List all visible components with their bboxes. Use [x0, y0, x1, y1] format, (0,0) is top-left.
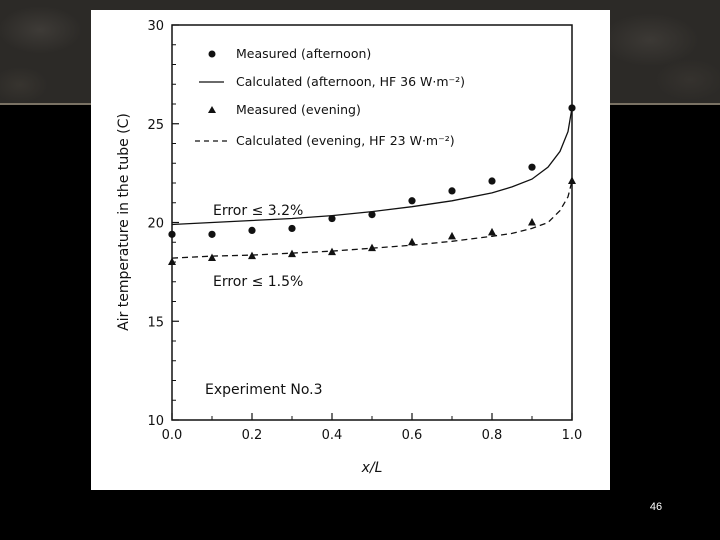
x-tick-label: 0.4: [322, 428, 343, 443]
data-point-evening: [448, 231, 456, 240]
annotation-experiment: Experiment No.3: [205, 382, 323, 398]
data-point-afternoon: [408, 197, 416, 205]
x-tick-label: 0.2: [242, 428, 263, 443]
data-point-afternoon: [328, 214, 336, 223]
data-point-afternoon: [248, 226, 256, 234]
data-point-evening: [568, 176, 576, 185]
data-point-afternoon: [568, 104, 576, 112]
y-tick-label: 25: [147, 118, 164, 133]
legend-label-calculated-evening: Calculated (evening, HF 23 W·m⁻²): [236, 133, 455, 148]
y-tick-label: 20: [147, 217, 164, 232]
data-point-afternoon: [528, 163, 536, 171]
legend-label-measured-evening: Measured (evening): [236, 102, 361, 117]
legend-marker-circle: [208, 50, 216, 58]
data-point-evening: [208, 253, 216, 262]
data-point-evening: [248, 251, 256, 260]
figure-panel: 0.0 0.2 0.4 0.6 0.8 1.0 10 15 20 25 30 Air tempera…: [91, 10, 610, 490]
y-tick-label: 10: [147, 414, 164, 429]
data-point-evening: [368, 243, 376, 252]
x-tick-label: 0.8: [482, 428, 503, 443]
data-point-evening: [328, 247, 336, 256]
data-point-afternoon: [288, 224, 296, 233]
annotation-error-evening: Error ≤ 1.5%: [213, 274, 303, 290]
x-tick-label: 1.0: [562, 428, 583, 443]
data-point-evening: [168, 257, 176, 265]
y-axis-label: Air temperature in the tube (C): [116, 113, 132, 331]
slide-page-number: 46: [649, 501, 663, 513]
legend-label-calculated-afternoon: Calculated (afternoon, HF 36 W·m⁻²): [236, 74, 465, 89]
y-tick-label: 15: [147, 315, 164, 330]
series-markers: [168, 104, 576, 265]
series-line-evening-calculated: [171, 180, 573, 259]
data-point-afternoon: [168, 230, 176, 238]
annotation-error-afternoon: Error ≤ 3.2%: [213, 203, 303, 219]
x-tick-label: 0.0: [162, 428, 183, 443]
x-tick-label: 0.6: [402, 428, 423, 443]
y-tick-label: 30: [147, 19, 164, 34]
axis-ticks: 0.0 0.2 0.4 0.6 0.8 1.0 10 15 20 25 30: [147, 19, 582, 443]
data-point-afternoon: [448, 187, 456, 195]
chart: 0.0 0.2 0.4 0.6 0.8 1.0 10 15 20 25 30 Air tempera…: [116, 19, 582, 476]
data-point-evening: [408, 237, 416, 246]
data-point-afternoon: [208, 230, 216, 238]
data-point-evening: [488, 227, 496, 236]
x-axis-label: x/L: [361, 460, 383, 476]
data-point-evening: [528, 218, 536, 226]
data-point-afternoon: [368, 211, 376, 219]
series-lines: [171, 107, 573, 259]
data-point-evening: [288, 249, 296, 258]
series-line-afternoon-calculated: [171, 107, 573, 226]
data-point-afternoon: [488, 177, 496, 185]
legend-marker-triangle: [208, 106, 216, 113]
legend-label-measured-afternoon: Measured (afternoon): [236, 46, 371, 61]
